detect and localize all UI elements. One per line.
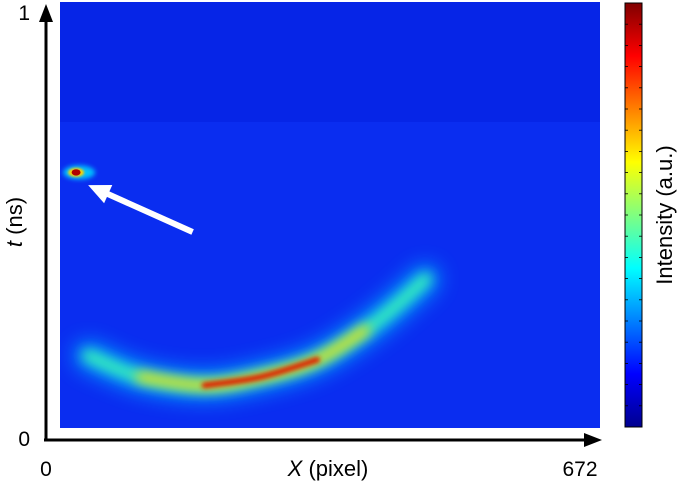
heatmap-image — [60, 2, 600, 428]
y-tick-label-top: 1 — [18, 2, 30, 25]
x-axis-label: X (pixel) — [287, 456, 369, 481]
y-axis-unit: (ns) — [2, 197, 27, 241]
hot-spot — [71, 169, 81, 176]
colorbar-label: Intensity (a.u.) — [652, 145, 677, 284]
colorbar: Intensity (a.u.) — [624, 2, 677, 428]
x-tick-label-left: 0 — [40, 458, 52, 481]
x-axis-symbol: X — [287, 456, 304, 481]
axes — [39, 4, 602, 447]
y-tick-label-bottom: 0 — [18, 428, 30, 451]
x-axis-arrowhead — [584, 433, 602, 447]
streak-curve-peak — [201, 356, 321, 389]
x-axis-unit: (pixel) — [302, 456, 368, 481]
annotation-arrow — [88, 185, 194, 235]
y-axis-arrowhead — [39, 4, 53, 22]
y-axis-symbol: t — [2, 240, 27, 247]
y-axis-label: t (ns) — [2, 197, 27, 247]
arrow-shaft — [105, 190, 194, 235]
arrow-head — [88, 185, 113, 204]
dark-corner-shade — [60, 2, 600, 122]
x-tick-label-right: 672 — [562, 458, 597, 481]
colorbar-ticks — [625, 23, 642, 407]
